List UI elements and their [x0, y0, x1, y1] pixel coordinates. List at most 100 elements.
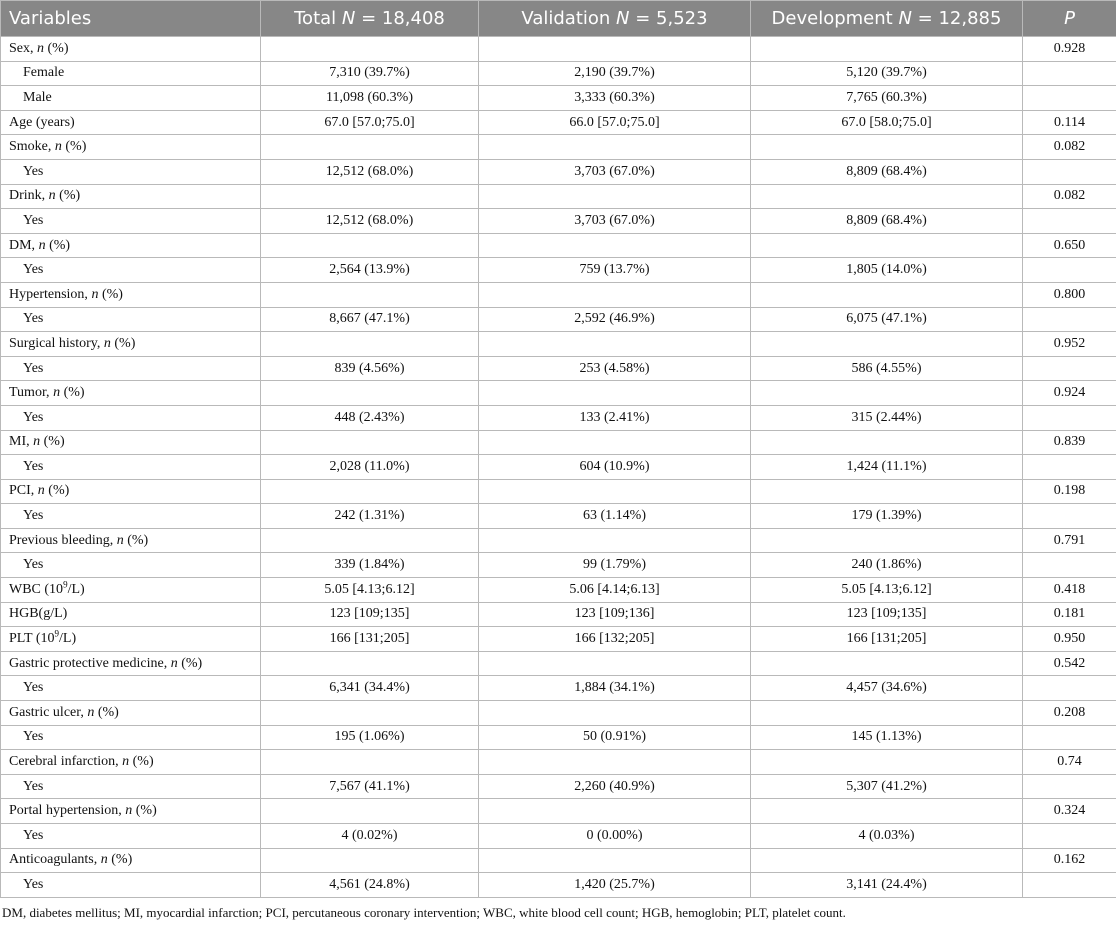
- cell-p-value: [1022, 503, 1116, 529]
- cell-p-value: [1022, 675, 1116, 702]
- cell-p-value: [1022, 454, 1116, 480]
- cell-total: 2,564 (13.9%): [260, 257, 479, 283]
- cell-validation: [478, 847, 751, 874]
- cell-validation: 99 (1.79%): [478, 552, 751, 579]
- variable-label: HGB(g/L): [0, 601, 261, 628]
- cell-validation: 3,703 (67.0%): [478, 208, 751, 234]
- cell-total: 12,512 (68.0%): [260, 208, 479, 234]
- cell-total: 339 (1.84%): [260, 552, 479, 579]
- cell-total: 11,098 (60.3%): [260, 85, 479, 111]
- cell-development: 7,765 (60.3%): [750, 85, 1023, 111]
- cell-development: 4,457 (34.6%): [750, 675, 1023, 702]
- header-row: Variables Total N = 18,408 Validation N = …: [0, 0, 1116, 37]
- variable-label: Drink, n (%): [0, 183, 261, 210]
- variable-label: Anticoagulants, n (%): [0, 847, 261, 874]
- cell-p-value: 0.74: [1022, 749, 1116, 775]
- column-header-p-value: P: [1022, 0, 1116, 37]
- table-row: Yes 2,028 (11.0%) 604 (10.9%) 1,424 (11.1%): [0, 454, 1116, 480]
- cell-validation: 3,703 (67.0%): [478, 158, 751, 185]
- cell-total: [260, 650, 479, 677]
- variable-label: PCI, n (%): [0, 478, 261, 505]
- variable-label: Yes: [0, 724, 261, 751]
- cell-validation: 0 (0.00%): [478, 823, 751, 849]
- table-row: PLT (109/L) 166 [131;205] 166 [132;205] 166…: [0, 626, 1116, 652]
- table-row: HGB(g/L) 123 [109;135] 123 [109;136] 123 [1…: [0, 601, 1116, 628]
- variable-label: WBC (109/L): [0, 577, 261, 603]
- cell-p-value: 0.114: [1022, 109, 1116, 136]
- table-row: Yes 839 (4.56%) 253 (4.58%) 586 (4.55%): [0, 355, 1116, 382]
- cell-validation: [478, 798, 751, 824]
- variable-label: Yes: [0, 257, 261, 283]
- cell-development: [750, 232, 1023, 259]
- cell-p-value: 0.082: [1022, 183, 1116, 210]
- cell-p-value: 0.950: [1022, 626, 1116, 652]
- cell-total: [260, 380, 479, 406]
- cell-p-value: [1022, 85, 1116, 111]
- cell-total: 123 [109;135]: [260, 601, 479, 628]
- cell-validation: [478, 527, 751, 554]
- variable-label: Female: [0, 60, 261, 87]
- cell-development: 1,424 (11.1%): [750, 454, 1023, 480]
- cell-validation: 2,592 (46.9%): [478, 306, 751, 333]
- variable-label: Yes: [0, 503, 261, 529]
- column-header-total: Total N = 18,408: [260, 0, 479, 37]
- cell-total: [260, 183, 479, 210]
- cell-p-value: [1022, 306, 1116, 333]
- cell-development: [750, 281, 1023, 308]
- cell-validation: 759 (13.7%): [478, 257, 751, 283]
- cell-p-value: [1022, 552, 1116, 579]
- variable-label: Yes: [0, 773, 261, 800]
- table-row: MI, n (%) 0.839: [0, 429, 1116, 456]
- variable-label: DM, n (%): [0, 232, 261, 259]
- cell-validation: 253 (4.58%): [478, 355, 751, 382]
- cell-validation: 50 (0.91%): [478, 724, 751, 751]
- cell-total: 242 (1.31%): [260, 503, 479, 529]
- cell-total: [260, 331, 479, 357]
- column-header-validation: Validation N = 5,523: [478, 0, 751, 37]
- cell-p-value: 0.082: [1022, 134, 1116, 160]
- cell-p-value: 0.800: [1022, 281, 1116, 308]
- cell-total: [260, 134, 479, 160]
- cell-validation: [478, 232, 751, 259]
- cell-validation: [478, 700, 751, 726]
- table-row: Previous bleeding, n (%) 0.791: [0, 527, 1116, 554]
- cell-validation: 1,884 (34.1%): [478, 675, 751, 702]
- variable-label: Yes: [0, 552, 261, 579]
- cell-development: 5,307 (41.2%): [750, 773, 1023, 800]
- table-row: Female 7,310 (39.7%) 2,190 (39.7%) 5,120 (3…: [0, 60, 1116, 87]
- table-row: Yes 339 (1.84%) 99 (1.79%) 240 (1.86%): [0, 552, 1116, 579]
- table-row: Anticoagulants, n (%) 0.162: [0, 847, 1116, 874]
- table-row: Surgical history, n (%) 0.952: [0, 331, 1116, 357]
- cell-development: [750, 527, 1023, 554]
- cell-p-value: [1022, 355, 1116, 382]
- cell-development: 166 [131;205]: [750, 626, 1023, 652]
- cell-development: 67.0 [58.0;75.0]: [750, 109, 1023, 136]
- cell-p-value: [1022, 823, 1116, 849]
- table-row: Gastric protective medicine, n (%) 0.542: [0, 650, 1116, 677]
- table-row: Male 11,098 (60.3%) 3,333 (60.3%) 7,765 (60…: [0, 85, 1116, 111]
- cell-validation: [478, 650, 751, 677]
- variable-label: Age (years): [0, 109, 261, 136]
- variable-label: Yes: [0, 306, 261, 333]
- cell-p-value: 0.198: [1022, 478, 1116, 505]
- cell-validation: 166 [132;205]: [478, 626, 751, 652]
- cell-p-value: 0.791: [1022, 527, 1116, 554]
- cell-p-value: 0.162: [1022, 847, 1116, 874]
- cell-development: [750, 183, 1023, 210]
- table-row: WBC (109/L) 5.05 [4.13;6.12] 5.06 [4.14;6.…: [0, 577, 1116, 603]
- cell-development: 123 [109;135]: [750, 601, 1023, 628]
- cell-total: 12,512 (68.0%): [260, 158, 479, 185]
- cell-development: [750, 380, 1023, 406]
- cell-validation: 2,190 (39.7%): [478, 60, 751, 87]
- cell-total: 7,310 (39.7%): [260, 60, 479, 87]
- cell-total: 5.05 [4.13;6.12]: [260, 577, 479, 603]
- cell-p-value: 0.208: [1022, 700, 1116, 726]
- variable-label: Yes: [0, 208, 261, 234]
- table-row: PCI, n (%) 0.198: [0, 478, 1116, 505]
- cell-validation: [478, 281, 751, 308]
- table-row: Age (years) 67.0 [57.0;75.0] 66.0 [57.0;75…: [0, 109, 1116, 136]
- cell-p-value: 0.952: [1022, 331, 1116, 357]
- cell-p-value: 0.928: [1022, 36, 1116, 62]
- variable-label: Cerebral infarction, n (%): [0, 749, 261, 775]
- table-row: Drink, n (%) 0.082: [0, 183, 1116, 210]
